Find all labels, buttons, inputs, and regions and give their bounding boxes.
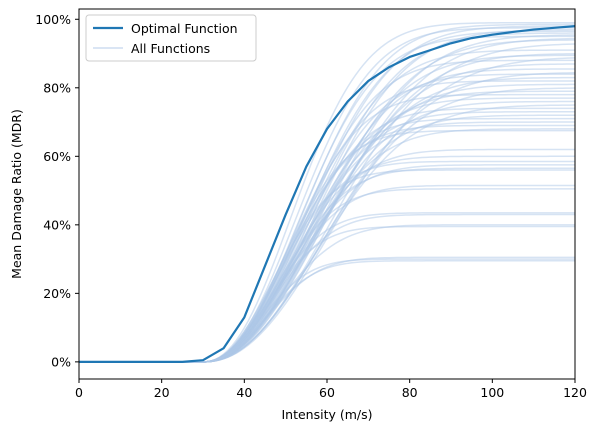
- y-tick-label: 40%: [43, 217, 71, 232]
- legend-box: [85, 14, 257, 62]
- all-functions-line: [79, 128, 575, 363]
- all-functions-lines: [79, 21, 576, 363]
- all-functions-line: [79, 225, 575, 363]
- y-tick-label: 20%: [43, 286, 71, 301]
- y-axis-ticks: 0% 20% 40% 60% 80% 100%: [35, 12, 79, 369]
- legend-label-optimal: Optimal Function: [131, 21, 238, 36]
- x-tick-label: 40: [236, 385, 252, 400]
- x-axis-ticks: 0 20 40 60 80 100 120: [75, 379, 587, 400]
- all-functions-line: [79, 100, 576, 363]
- y-axis-label: Mean Damage Ratio (MDR): [9, 109, 24, 279]
- all-functions-line: [79, 258, 575, 363]
- all-functions-line: [79, 213, 575, 363]
- y-tick-label: 100%: [35, 12, 71, 27]
- y-tick-label: 0%: [51, 354, 71, 369]
- all-functions-line: [79, 256, 575, 363]
- legend-label-all: All Functions: [131, 41, 210, 56]
- x-axis-label: Intensity (m/s): [281, 407, 372, 422]
- optimal-function-line: [79, 25, 576, 363]
- x-tick-label: 20: [154, 385, 170, 400]
- x-tick-label: 60: [319, 385, 335, 400]
- y-tick-label: 60%: [43, 149, 71, 164]
- all-functions-line: [79, 260, 575, 363]
- x-tick-label: 100: [480, 385, 504, 400]
- x-tick-label: 0: [75, 385, 83, 400]
- y-tick-label: 80%: [43, 80, 71, 95]
- all-functions-line: [79, 49, 575, 363]
- legend: Optimal Function All Functions: [85, 14, 257, 62]
- x-tick-label: 120: [563, 385, 587, 400]
- x-tick-label: 80: [402, 385, 418, 400]
- optimal-function-line-group: [79, 25, 576, 363]
- all-functions-line: [79, 224, 575, 363]
- all-functions-line: [79, 21, 575, 363]
